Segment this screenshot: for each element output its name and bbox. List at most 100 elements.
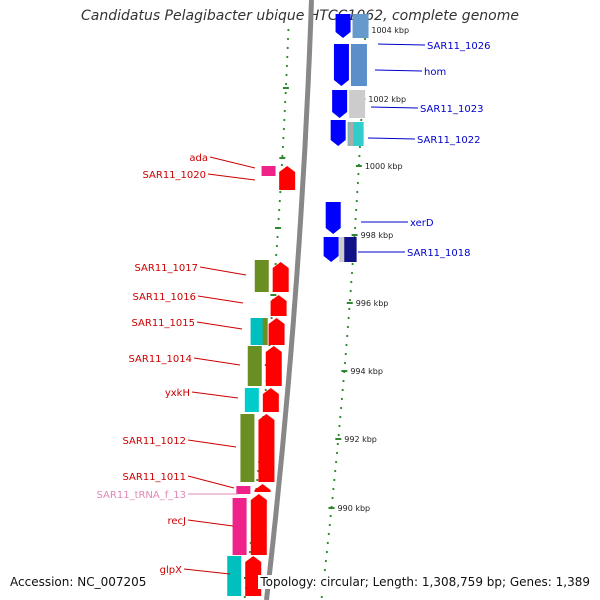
outer-ruler-dot (346, 334, 349, 338)
forward-gene-label: SAR11_1026 (427, 41, 491, 52)
forward-leader-line (377, 43, 426, 46)
reverse-gene-label: SAR11_1017 (135, 263, 199, 274)
inner-ruler-dot (286, 55, 289, 59)
cds-attribute-block (350, 44, 367, 86)
reverse-leader-line (191, 391, 239, 399)
outer-ruler-dot (341, 388, 344, 392)
outer-ruler-dot (350, 280, 353, 284)
inner-ruler-dot (248, 550, 251, 554)
accession-text: Accession: NC_007205 (8, 575, 149, 589)
reverse-cds (254, 484, 271, 492)
cds-attribute-block (244, 388, 259, 412)
cds-attribute-block (261, 166, 276, 176)
label-leader-lines (183, 43, 426, 575)
outer-ruler-dot (326, 541, 329, 545)
reverse-gene-label: SAR11_1015 (132, 318, 196, 329)
outer-ruler-dot (332, 487, 335, 491)
forward-gene-label: hom (424, 67, 446, 78)
outer-ruler-dot (329, 514, 332, 518)
inner-ruler-dot (285, 82, 288, 86)
inner-ruler-dot (243, 595, 246, 599)
outer-ruler-dot (348, 298, 352, 302)
forward-leader-line (374, 69, 423, 72)
outer-ruler-dot (345, 343, 348, 347)
outer-ruler-dot (320, 595, 323, 599)
cds-attribute-block (349, 90, 366, 118)
reverse-gene-label: SAR11_1012 (123, 436, 187, 447)
inner-ruler-dot (281, 154, 284, 158)
outer-ruler-dot (354, 226, 357, 230)
reverse-cds (265, 346, 282, 386)
inner-ruler-dot (284, 100, 287, 104)
forward-cds (332, 90, 348, 118)
inner-ruler-dot (284, 91, 287, 95)
cds-attribute-block (247, 346, 262, 386)
outer-ruler-dot (355, 208, 358, 212)
reverse-gene-label: recJ (168, 516, 187, 527)
outer-ruler-dot (343, 361, 347, 365)
scale-label: 1002 kbp (368, 95, 406, 104)
reverse-cds (268, 318, 285, 345)
forward-cds (325, 202, 341, 234)
inner-ruler-dot (285, 64, 288, 68)
outer-ruler-dot (340, 406, 343, 410)
topology-text: Topology: circular; Length: 1,308,759 bp… (258, 575, 592, 589)
forward-gene-label: xerD (410, 218, 434, 229)
outer-ruler-dot (351, 262, 354, 266)
reverse-gene-label: glpX (160, 565, 182, 576)
scale-label: 996 kbp (356, 299, 389, 308)
reverse-cds (270, 295, 287, 316)
reverse-gene-label: ada (189, 153, 208, 164)
reverse-gene-label: SAR11_1020 (143, 170, 207, 181)
outer-ruler-dot (347, 316, 350, 320)
forward-leader-line (370, 106, 419, 109)
outer-ruler-dot (324, 559, 327, 563)
reverse-gene-label: SAR11_1011 (123, 472, 187, 483)
cds-attribute-block (227, 556, 242, 596)
reverse-gene-label: SAR11_1014 (129, 354, 193, 365)
forward-gene-label: SAR11_1022 (417, 135, 481, 146)
outer-ruler-dot (339, 415, 342, 419)
inner-ruler-dot (264, 388, 267, 392)
reverse-gene-label: yxkH (165, 388, 190, 399)
outer-ruler-dot (333, 478, 336, 482)
reverse-cds (250, 494, 267, 555)
inner-ruler-dot (270, 316, 273, 320)
inner-ruler-dot (286, 46, 289, 50)
inner-ruler-dot (285, 73, 288, 77)
inner-ruler-dot (283, 109, 286, 113)
genome-backbone (264, 0, 314, 600)
outer-ruler-dot (348, 307, 351, 311)
inner-ruler-dot (277, 217, 280, 221)
outer-ruler-dot (346, 325, 349, 329)
outer-ruler-dot (358, 154, 361, 158)
inner-ruler-dot (278, 208, 281, 212)
outer-ruler-dot (342, 379, 345, 383)
forward-cds (335, 14, 351, 38)
cds-attribute-block (340, 237, 357, 262)
cds-attribute-block (254, 260, 269, 292)
outer-ruler-dot (354, 217, 357, 221)
reverse-cds (279, 166, 296, 190)
outer-ruler-dot (360, 118, 363, 122)
inner-ruler-dot (283, 118, 286, 122)
reverse-leader-line (196, 321, 243, 330)
reverse-leader-line (199, 266, 247, 276)
forward-gene-label: SAR11_1023 (420, 104, 484, 115)
outer-ruler-dot (344, 352, 347, 356)
reverse-leader-line (209, 156, 256, 169)
scale-label: 994 kbp (350, 367, 383, 376)
reverse-gene-label: SAR11_1016 (133, 292, 197, 303)
cds-attribute-block (348, 122, 354, 146)
forward-gene-label: SAR11_1018 (407, 248, 471, 259)
scale-label: 998 kbp (361, 231, 394, 240)
outer-ruler-dot (356, 181, 359, 185)
inner-ruler-dot (274, 262, 277, 266)
reverse-leader-line (187, 475, 235, 489)
outer-ruler-dot (338, 424, 341, 428)
outer-ruler-dot (331, 496, 334, 500)
outer-ruler-dot (356, 190, 359, 194)
cds-attribute-block (339, 237, 345, 262)
